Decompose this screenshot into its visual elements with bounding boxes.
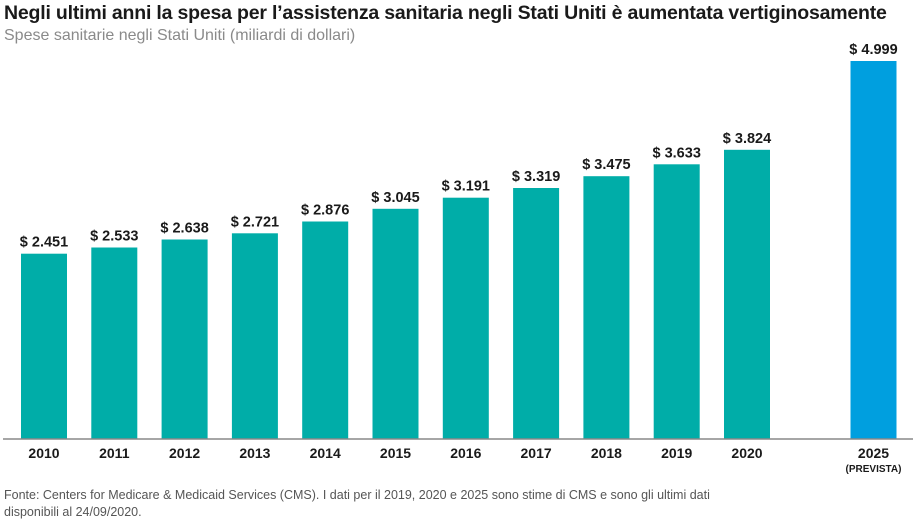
x-tick-label-2017: 2017: [521, 445, 552, 461]
value-label-2018: $ 3.475: [582, 157, 630, 173]
value-label-2017: $ 3.319: [512, 169, 560, 185]
value-label-2025: $ 4.999: [849, 42, 897, 58]
bar-2013: [231, 233, 278, 439]
value-label-2011: $ 2.533: [90, 229, 138, 245]
x-tick-label-2012: 2012: [169, 445, 200, 461]
bar-2011: [91, 247, 138, 439]
value-label-2015: $ 3.045: [371, 190, 419, 206]
x-labels-group: 2010 2011 2012 2013 2014 2015 2016 2017 2018 2019…: [28, 445, 901, 475]
value-label-2016: $ 3.191: [442, 179, 490, 195]
bar-2025: [850, 61, 897, 439]
x-tick-label-2011: 2011: [99, 445, 130, 461]
chart-title: Negli ultimi anni la spesa per l’assiste…: [4, 2, 887, 24]
value-label-2014: $ 2.876: [301, 203, 349, 219]
value-labels-group: $ 2.451 $ 2.533 $ 2.638 $ 2.721 $ 2.876 $ 3.0…: [20, 42, 898, 251]
value-label-2013: $ 2.721: [231, 214, 279, 230]
bars-group: [21, 61, 897, 440]
source-line-2: disponibili al 24/09/2020.: [4, 505, 142, 519]
bar-2018: [583, 176, 630, 439]
value-label-2019: $ 3.633: [653, 145, 701, 161]
x-tick-label-2013: 2013: [239, 445, 270, 461]
x-tick-label-2016: 2016: [450, 445, 481, 461]
bar-2015: [372, 208, 419, 439]
bar-2019: [653, 164, 700, 440]
value-label-2020: $ 3.824: [723, 131, 771, 147]
x-tick-label-2025: 2025: [858, 445, 889, 461]
x-tick-label-2010: 2010: [28, 445, 59, 461]
bar-chart: $ 2.451 $ 2.533 $ 2.638 $ 2.721 $ 2.876 $ 3.0…: [3, 42, 913, 475]
x-tick-label-2020: 2020: [731, 445, 762, 461]
bar-2014: [302, 221, 349, 439]
source-line-1: Fonte: Centers for Medicare & Medicaid S…: [4, 488, 710, 502]
chart-subtitle: Spese sanitarie negli Stati Uniti (milia…: [4, 27, 356, 44]
bar-2010: [21, 253, 67, 439]
x-tick-label-2015: 2015: [380, 445, 411, 461]
x-tick-label-2019: 2019: [661, 445, 692, 461]
x-tick-label-2014: 2014: [310, 445, 341, 461]
bar-2017: [513, 188, 560, 439]
bar-2020: [724, 149, 770, 440]
bar-2016: [442, 197, 489, 439]
value-label-2012: $ 2.638: [160, 221, 208, 237]
value-label-2010: $ 2.451: [20, 235, 68, 251]
x-tick-note-2025: (PREVISTA): [846, 464, 902, 475]
bar-2012: [161, 239, 208, 439]
source-note: Fonte: Centers for Medicare & Medicaid S…: [4, 487, 904, 521]
x-tick-label-2018: 2018: [591, 445, 622, 461]
